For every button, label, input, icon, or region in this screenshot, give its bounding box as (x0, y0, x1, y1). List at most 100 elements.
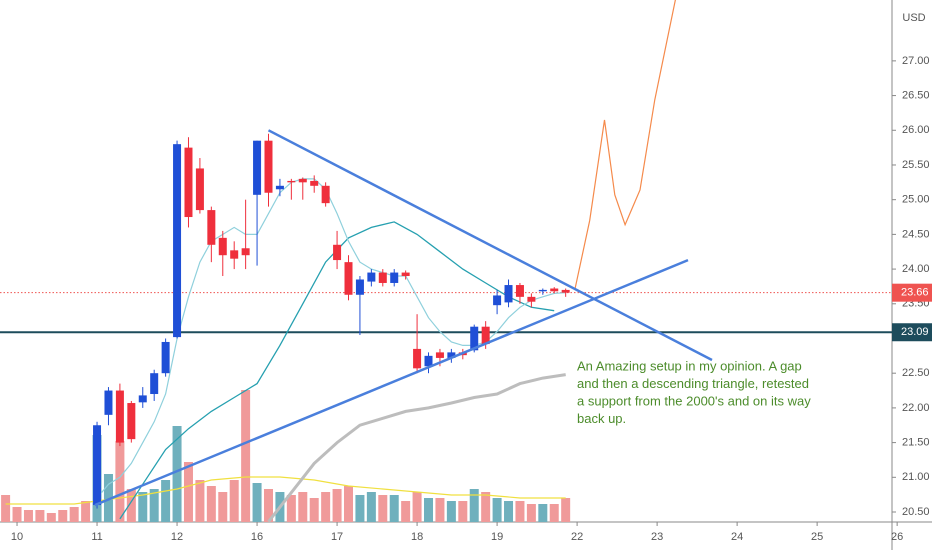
volume-bar (161, 480, 171, 522)
price-label: 23.09 (901, 326, 929, 338)
volume-bar (504, 501, 514, 522)
x-tick-label: 11 (91, 531, 102, 543)
volume-bar (23, 510, 33, 522)
volume-ma (5, 476, 566, 505)
x-tick-label: 19 (491, 531, 503, 543)
y-tick-label: 21.00 (902, 471, 930, 483)
x-tick-label: 12 (171, 531, 183, 543)
volume-bar (401, 501, 411, 522)
candle-body (218, 237, 227, 256)
volume-bar (298, 492, 308, 522)
candle-body (504, 285, 513, 303)
candle-body (138, 395, 147, 403)
volume-bar (1, 495, 11, 522)
x-tick-label: 18 (411, 531, 423, 543)
y-tick-label: 26.50 (902, 89, 930, 101)
volume-bar (389, 495, 399, 522)
line-series (94, 258, 689, 507)
volume-bar (481, 492, 491, 522)
candle-body (161, 341, 170, 374)
y-tick-label: 20.50 (902, 506, 930, 518)
volume-bar (138, 492, 148, 522)
candle-body (413, 348, 422, 369)
volume-bar (12, 507, 22, 522)
volume-bar (435, 498, 445, 522)
volume-bar (355, 495, 365, 522)
volume-bar (424, 498, 434, 522)
price-label-box (892, 283, 932, 302)
series-layer (0, 0, 892, 522)
volume-bar (126, 489, 136, 522)
annotation-line: An Amazing setup in my opinion. A gap (577, 358, 802, 373)
candle-body (93, 425, 102, 506)
x-tick-label: 16 (251, 531, 263, 543)
annotation-line: a support from the 2000's and on its way (577, 393, 811, 408)
line-series (267, 129, 713, 362)
candle-body (401, 272, 410, 277)
candle-body (527, 296, 536, 302)
candle-body (333, 244, 342, 261)
volume-bar (229, 480, 239, 522)
y-tick-label: 27.00 (902, 55, 930, 67)
y-tick-label: 24.00 (902, 263, 930, 275)
candle-body (355, 279, 364, 295)
volume-bar (321, 492, 331, 522)
candle-body (344, 262, 353, 295)
volume-bar (366, 492, 376, 522)
y-tick-label: 24.50 (902, 228, 930, 240)
volume-bar (492, 498, 502, 522)
volume-bar (378, 495, 388, 522)
candle-body (184, 147, 193, 218)
candle-body (104, 390, 113, 415)
volume-bar (195, 480, 205, 522)
candle-body (538, 289, 547, 292)
y-tick-label: 21.50 (902, 437, 930, 449)
volume-bar (458, 501, 468, 522)
volume-bar (263, 489, 273, 522)
candle-body (264, 140, 273, 193)
volume-bar (81, 501, 91, 522)
candle-body (115, 390, 124, 443)
volume-bar (241, 390, 251, 522)
candle-body (367, 272, 376, 282)
volume-bar (469, 489, 479, 522)
x-tick-label: 23 (651, 531, 663, 543)
annotation-line: back up. (577, 411, 626, 426)
volume-bar (412, 492, 422, 522)
x-tick-label: 26 (891, 531, 903, 543)
volume-bar (149, 489, 159, 522)
candle-body (470, 326, 479, 351)
volume-bar (103, 474, 113, 522)
x-tick-label: 25 (811, 531, 823, 543)
candle-body (275, 185, 284, 190)
price-label: 23.66 (901, 287, 929, 299)
price-label-box (892, 323, 932, 342)
candle-body (287, 180, 296, 183)
candle-body (207, 210, 216, 245)
candle-body (424, 355, 433, 367)
volume-bar (332, 489, 342, 522)
candle-body (493, 295, 502, 306)
volume-bar (46, 513, 56, 522)
volume-bar (515, 501, 525, 522)
y-tick-label: 25.50 (902, 159, 930, 171)
x-tick-label: 24 (731, 531, 743, 543)
candle-body (127, 403, 136, 440)
candle-body (173, 144, 182, 338)
candle-body (447, 352, 456, 358)
volume-bar (206, 486, 216, 522)
currency-label: USD (902, 12, 925, 24)
line-series (267, 373, 566, 522)
y-tick-label: 25.00 (902, 194, 930, 206)
candle-body (241, 248, 250, 256)
volume-bar (58, 510, 68, 522)
volume-bar (309, 498, 319, 522)
candle-body (515, 285, 524, 297)
candle-body (230, 250, 239, 259)
candle-body (550, 288, 559, 292)
candle-body (435, 352, 444, 358)
volume-bar (526, 504, 536, 522)
candle-body (195, 168, 204, 211)
candle-body (378, 272, 387, 283)
